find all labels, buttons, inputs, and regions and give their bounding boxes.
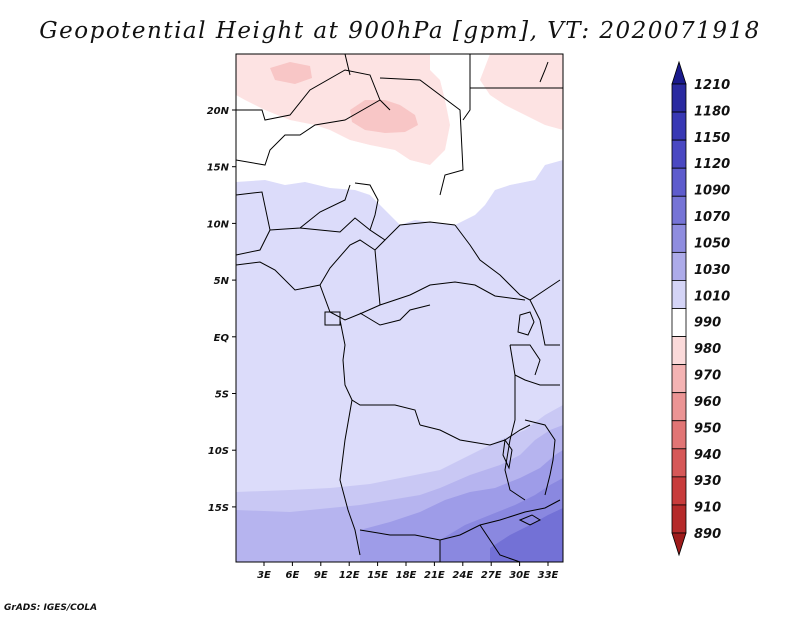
x-tick-label: 15E: [367, 570, 388, 581]
chart-title: Geopotential Height at 900hPa [gpm], VT:…: [39, 18, 761, 44]
colorbar-label: 990: [694, 316, 721, 331]
colorbar-label: 1070: [694, 210, 730, 225]
lakes: [502, 311, 542, 526]
y-axis: 20N 15N 10N 5N EQ 5S 10S 15S: [207, 106, 236, 514]
colorbar-swatch: [671, 251, 687, 281]
colorbar-label: 1150: [694, 131, 730, 146]
x-axis: 3E 6E 9E 12E 15E 18E 21E 24E 27E 30E 33E: [257, 562, 559, 581]
colorbar-label: 910: [694, 501, 721, 516]
x-tick-label: 18E: [396, 570, 417, 581]
x-tick-label: 6E: [286, 570, 300, 581]
y-tick-label: 10N: [207, 219, 230, 230]
x-tick-label: 33E: [538, 570, 559, 581]
colorbar-swatch: [671, 195, 687, 225]
colorbar-swatch: [671, 392, 687, 422]
y-tick-label: 15S: [208, 503, 229, 514]
colorbar-label: 1050: [694, 236, 730, 251]
colorbar-swatch: [671, 504, 687, 534]
colorbar-top-arrow: [671, 60, 687, 85]
colorbar-label: 1210: [694, 78, 730, 93]
x-tick-label: 3E: [257, 570, 271, 581]
y-tick-label: 5S: [215, 390, 229, 401]
colorbar-label: 980: [694, 342, 721, 357]
x-tick-label: 24E: [452, 570, 473, 581]
colorbar-swatch: [671, 308, 687, 337]
colorbar-swatch: [671, 83, 687, 113]
field-970-pink: [350, 100, 418, 133]
colorbar-label: 1120: [694, 157, 730, 172]
field-970-pink-small: [270, 62, 312, 84]
x-tick-label: 9E: [314, 570, 328, 581]
x-tick-label: 21E: [424, 570, 445, 581]
colorbar-swatch: [671, 139, 687, 169]
field-1120: [490, 508, 563, 562]
y-tick-label: 10S: [208, 446, 229, 457]
colorbar-label: 940: [694, 448, 721, 463]
x-tick-label: 27E: [481, 570, 502, 581]
colorbar: 1210 1180 1150 1120 1090 1070 1050 1030 1010 990 9…: [671, 60, 730, 557]
y-tick-label: 20N: [207, 106, 230, 117]
grads-credit: GrADS: IGES/COLA: [4, 603, 98, 613]
colorbar-label: 960: [694, 395, 721, 410]
colorbar-label: 930: [694, 474, 721, 489]
x-tick-label: 12E: [339, 570, 360, 581]
colorbar-label: 1030: [694, 263, 730, 278]
map-field: [236, 54, 563, 562]
colorbar-swatch: [671, 448, 687, 478]
colorbar-swatch: [671, 336, 687, 366]
colorbar-swatch: [671, 364, 687, 394]
colorbar-swatch: [671, 111, 687, 141]
x-tick-label: 30E: [509, 570, 530, 581]
colorbar-label: 950: [694, 421, 721, 436]
chart-svg: 3E 6E 9E 12E 15E 18E 21E 24E 27E 30E 33E 20N 15N 10N…: [207, 53, 730, 581]
y-tick-label: 15N: [207, 163, 230, 174]
colorbar-bottom-arrow: [671, 532, 687, 557]
colorbar-swatch: [671, 280, 687, 309]
colorbar-swatch: [671, 223, 687, 253]
y-tick-label: EQ: [214, 333, 230, 344]
colorbar-label: 890: [694, 527, 721, 542]
colorbar-label: 1090: [694, 184, 730, 199]
colorbar-label: 970: [694, 369, 721, 384]
colorbar-label: 1180: [694, 104, 730, 119]
country-borders: [236, 54, 563, 562]
colorbar-swatch: [671, 167, 687, 197]
field-980-pink-east: [480, 54, 563, 130]
plot-frame: [235, 53, 564, 563]
colorbar-label: 1010: [694, 289, 730, 304]
colorbar-swatch: [671, 476, 687, 506]
y-tick-label: 5N: [214, 276, 230, 287]
colorbar-swatch: [671, 420, 687, 450]
